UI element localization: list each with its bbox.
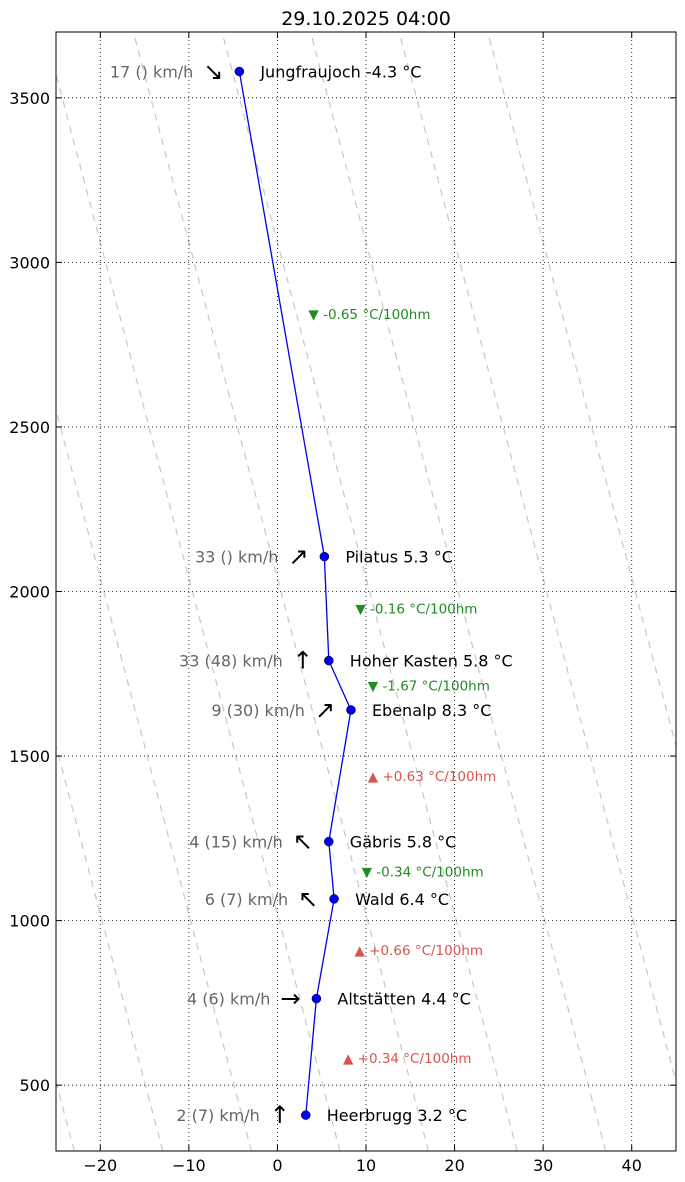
- dry-adiabat-lines: [56, 32, 676, 1151]
- gradient-label: ▲ +0.66 °C/100hm: [354, 943, 483, 959]
- x-tick-label: 20: [444, 1156, 464, 1175]
- wind-arrow-icon: ↗: [288, 543, 308, 571]
- wind-speed-label: 4 (6) km/h: [187, 990, 270, 1009]
- station-marker: [319, 551, 330, 562]
- chart-title: 29.10.2025 04:00: [281, 8, 451, 30]
- station-marker: [311, 993, 322, 1004]
- axes: −20 −10 0 10 20 30 40 500 1000 1500 2000 2500 3000 35…: [9, 32, 676, 1175]
- wind-arrow-icon: →: [280, 985, 300, 1013]
- station-label: Jungfraujoch -4.3 °C: [259, 62, 421, 81]
- x-tick-label: 0: [272, 1156, 282, 1175]
- x-tick-label: −10: [172, 1156, 206, 1175]
- dry-adiabat-line: [398, 32, 676, 1085]
- plot-frame: [55, 31, 677, 1152]
- station-label: Altstätten 4.4 °C: [337, 990, 470, 1009]
- station-marker: [346, 705, 356, 715]
- gradient-label: ▼ -0.16 °C/100hm: [355, 602, 477, 618]
- station-marker: [329, 894, 339, 904]
- y-tick-label: 1500: [9, 747, 50, 766]
- station-label: Heerbrugg 3.2 °C: [327, 1106, 467, 1125]
- wind-arrow-icon: ↑: [293, 647, 313, 675]
- dry-adiabat-line: [309, 32, 607, 1151]
- wind-arrow-icon: ↗: [315, 696, 335, 724]
- station-labels: Heerbrugg 3.2 °C ↑ 2 (7) km/h Altstätten 4.…: [110, 57, 513, 1129]
- wind-speed-label: 6 (7) km/h: [205, 890, 288, 909]
- station-marker: [301, 1110, 311, 1120]
- y-tick-label: 500: [19, 1076, 50, 1095]
- wind-arrow-icon: ↖: [298, 885, 318, 913]
- x-tick-label: 40: [622, 1156, 642, 1175]
- wind-speed-label: 9 (30) km/h: [211, 701, 305, 720]
- temperature-profile: [234, 66, 356, 1120]
- dry-adiabat-line: [487, 32, 676, 749]
- wind-arrow-icon: ↑: [270, 1101, 290, 1129]
- wind-speed-label: 33 (48) km/h: [179, 652, 283, 671]
- wind-speed-label: 33 () km/h: [195, 548, 278, 567]
- gradient-label: ▲ +0.34 °C/100hm: [343, 1051, 472, 1067]
- dry-adiabat-line: [221, 32, 518, 1151]
- station-label: Wald 6.4 °C: [355, 890, 449, 909]
- y-tick-label: 2500: [9, 418, 50, 437]
- gradient-label: ▼ -0.65 °C/100hm: [308, 307, 430, 323]
- y-tick-label: 1000: [9, 912, 50, 931]
- station-label: Ebenalp 8.3 °C: [372, 701, 491, 720]
- y-tick-label: 3000: [9, 253, 50, 272]
- dry-adiabat-line: [56, 407, 252, 1151]
- wind-speed-label: 2 (7) km/h: [176, 1106, 259, 1125]
- station-label: Hoher Kasten 5.8 °C: [350, 652, 513, 671]
- wind-arrow-icon: ↘: [203, 57, 223, 85]
- wind-speed-label: 4 (15) km/h: [189, 833, 283, 852]
- wind-arrow-icon: ↖: [293, 828, 313, 856]
- gradient-labels: ▲ +0.34 °C/100hm ▲ +0.66 °C/100hm ▼ -0.34 …: [308, 307, 496, 1067]
- x-tick-label: −20: [83, 1156, 117, 1175]
- station-marker: [324, 655, 334, 666]
- grid-lines: [56, 32, 676, 1151]
- station-marker: [324, 836, 334, 847]
- station-marker: [234, 66, 245, 77]
- y-tick-label: 2000: [9, 583, 50, 602]
- wind-speed-label: 17 () km/h: [110, 62, 193, 81]
- station-label: Pilatus 5.3 °C: [345, 548, 453, 567]
- gradient-label: ▼ -1.67 °C/100hm: [368, 678, 490, 694]
- y-tick-label: 3500: [9, 89, 50, 108]
- x-tick-label: 10: [356, 1156, 376, 1175]
- station-label: Gäbris 5.8 °C: [350, 833, 457, 852]
- profile-line: [238, 71, 352, 1116]
- x-tick-label: 30: [533, 1156, 553, 1175]
- gradient-label: ▲ +0.63 °C/100hm: [368, 769, 497, 785]
- gradient-label: ▼ -0.34 °C/100hm: [362, 864, 484, 880]
